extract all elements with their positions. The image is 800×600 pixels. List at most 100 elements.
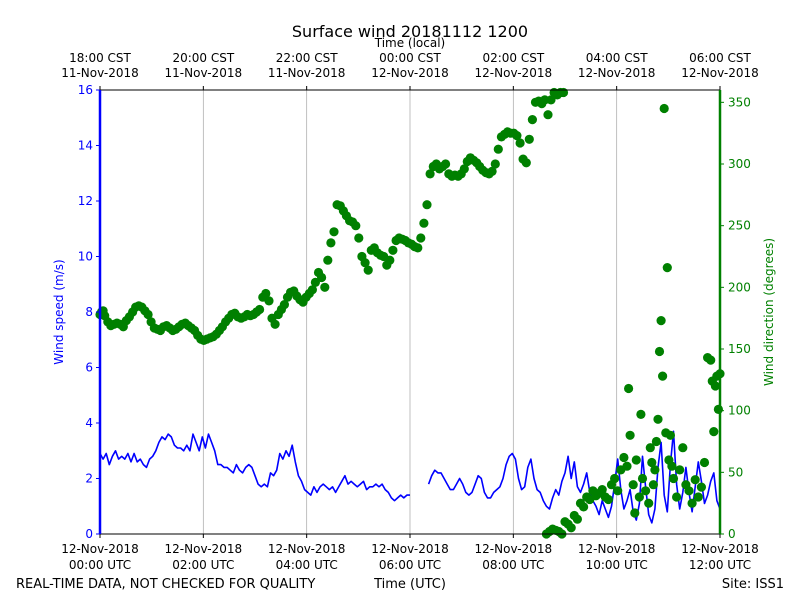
direction-point-53 xyxy=(255,304,265,315)
left-axis-label: Wind speed (m/s) xyxy=(52,259,66,364)
direction-point-55 xyxy=(261,288,271,299)
direction-point-221 xyxy=(713,404,724,414)
direction-point-218 xyxy=(709,427,719,437)
direction-point-200 xyxy=(662,263,672,273)
left-tick-label-0: 0 xyxy=(85,527,93,541)
grid-lines xyxy=(202,90,618,534)
direction-point-174 xyxy=(610,473,620,484)
direction-point-108 xyxy=(425,169,435,179)
direction-point-219 xyxy=(710,381,721,391)
direction-point-210 xyxy=(687,498,697,508)
bottom-tick-date-4: 12-Nov-2018 xyxy=(475,542,553,556)
direction-point-204 xyxy=(668,473,679,484)
direction-point-95 xyxy=(385,255,395,265)
direction-point-198 xyxy=(659,103,669,114)
direction-point-202 xyxy=(665,430,676,440)
right-tick-label-5: 250 xyxy=(728,219,751,233)
footer-axis-label: Time (UTC) xyxy=(373,577,446,592)
top-tick-date-2: 11-Nov-2018 xyxy=(268,66,346,80)
direction-point-209 xyxy=(684,486,694,496)
right-axis-label: Wind direction (degrees) xyxy=(762,238,776,386)
direction-point-61 xyxy=(279,300,289,310)
bottom-tick-time-5: 10:00 UTC xyxy=(586,558,648,572)
bottom-tick-date-1: 12-Nov-2018 xyxy=(165,542,243,556)
direction-point-195 xyxy=(654,346,665,357)
bottom-tick-time-2: 04:00 UTC xyxy=(276,558,338,572)
direction-point-107 xyxy=(422,200,432,210)
left-tick-label-7: 14 xyxy=(78,139,93,153)
direction-point-137 xyxy=(515,138,525,148)
direction-point-136 xyxy=(512,131,522,141)
direction-point-212 xyxy=(693,492,703,502)
left-tick-label-5: 10 xyxy=(78,250,93,264)
direction-point-170 xyxy=(597,485,607,495)
direction-point-191 xyxy=(648,480,659,490)
direction-point-106 xyxy=(419,218,429,228)
direction-point-77 xyxy=(329,227,339,237)
direction-point-75 xyxy=(323,255,333,265)
bottom-axis-ticks: 12-Nov-2018 00:00 UTC 12-Nov-2018 02:00 UTC… xyxy=(61,534,759,572)
top-axis-label: Time (local) xyxy=(374,36,446,50)
direction-point-206 xyxy=(675,465,685,475)
direction-point-184 xyxy=(634,492,645,502)
direction-point-140 xyxy=(524,134,534,144)
direction-point-185 xyxy=(636,409,646,419)
direction-point-151 xyxy=(558,87,569,98)
direction-point-196 xyxy=(656,316,666,326)
top-tick-time-1: 20:00 CST xyxy=(172,51,234,65)
direction-point-85 xyxy=(354,233,364,243)
direction-point-190 xyxy=(647,457,657,468)
left-tick-label-2: 4 xyxy=(85,416,93,430)
footer-site: Site: ISS1 xyxy=(722,577,784,592)
direction-point-183 xyxy=(631,455,641,465)
direction-point-216 xyxy=(706,355,716,365)
direction-point-56 xyxy=(264,296,274,306)
direction-point-175 xyxy=(613,486,623,496)
top-tick-time-3: 00:00 CST xyxy=(379,51,441,65)
top-tick-date-1: 11-Nov-2018 xyxy=(165,66,243,80)
direction-point-130 xyxy=(493,144,503,154)
bottom-tick-date-3: 12-Nov-2018 xyxy=(371,542,449,556)
direction-point-73 xyxy=(317,272,327,283)
top-tick-time-6: 06:00 CST xyxy=(689,51,751,65)
direction-point-197 xyxy=(658,371,668,381)
direction-point-87 xyxy=(360,258,370,268)
bottom-tick-date-2: 12-Nov-2018 xyxy=(268,542,346,556)
direction-point-211 xyxy=(690,475,700,485)
direction-point-177 xyxy=(619,452,629,463)
right-tick-label-1: 50 xyxy=(728,465,743,479)
right-axis-ticks: 0 50 100 150 200 250 300 350 xyxy=(720,95,751,541)
direction-point-119 xyxy=(459,164,469,174)
left-tick-label-1: 2 xyxy=(85,472,93,486)
bottom-tick-date-6: 12-Nov-2018 xyxy=(681,542,759,556)
direction-point-203 xyxy=(667,461,677,471)
chart-title: Surface wind 20181112 1200 xyxy=(292,22,528,41)
direction-point-76 xyxy=(326,238,336,248)
direction-point-146 xyxy=(543,110,553,120)
direction-point-178 xyxy=(622,461,632,471)
direction-point-96 xyxy=(388,245,398,255)
right-tick-label-6: 300 xyxy=(728,157,751,171)
right-tick-label-0: 0 xyxy=(728,527,736,541)
direction-point-182 xyxy=(630,508,640,518)
right-tick-label-2: 100 xyxy=(728,404,751,418)
direction-point-70 xyxy=(307,285,317,295)
bottom-tick-time-0: 00:00 UTC xyxy=(69,558,131,572)
direction-point-172 xyxy=(603,494,614,505)
right-tick-label-7: 350 xyxy=(728,95,751,109)
speed-line-segment-1 xyxy=(427,430,721,524)
direction-point-193 xyxy=(651,436,662,447)
direction-point-88 xyxy=(363,265,373,275)
direction-point-162 xyxy=(572,514,583,524)
direction-point-105 xyxy=(416,233,426,243)
direction-point-179 xyxy=(624,383,634,394)
direction-point-17 xyxy=(143,309,153,320)
top-tick-date-3: 12-Nov-2018 xyxy=(371,66,449,80)
direction-point-141 xyxy=(527,115,538,125)
direction-point-187 xyxy=(641,486,651,496)
bottom-tick-date-5: 12-Nov-2018 xyxy=(578,542,656,556)
direction-point-139 xyxy=(521,158,531,168)
wind-speed-series xyxy=(99,430,721,524)
